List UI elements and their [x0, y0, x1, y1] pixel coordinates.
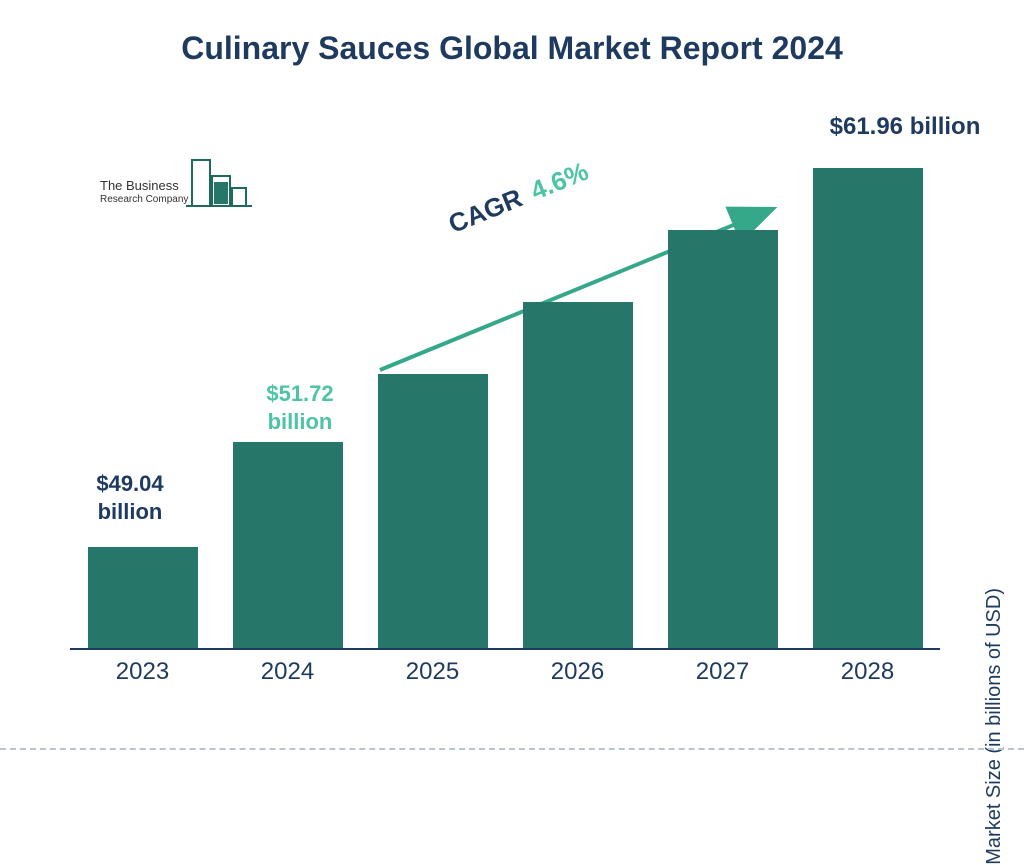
- y-axis-label: Market Size (in billions of USD): [983, 588, 1006, 865]
- bar-2024: [233, 442, 343, 648]
- x-axis-line: [70, 648, 940, 650]
- bar-2025: [378, 374, 488, 648]
- bar-rect: [668, 230, 778, 648]
- chart-area: 2023 2024 2025 2026 2027 2028: [70, 130, 940, 690]
- bar-2023: [88, 547, 198, 648]
- bar-rect: [88, 547, 198, 648]
- xlabel: 2024: [233, 652, 343, 686]
- bottom-divider: [0, 748, 1024, 750]
- bar-2027: [668, 230, 778, 648]
- xlabel: 2028: [813, 652, 923, 686]
- xlabel: 2025: [378, 652, 488, 686]
- bar-2028: [813, 168, 923, 648]
- bar-rect: [523, 302, 633, 648]
- chart-title: Culinary Sauces Global Market Report 202…: [0, 30, 1024, 67]
- xlabel: 2026: [523, 652, 633, 686]
- bar-rect: [233, 442, 343, 648]
- bar-rect: [378, 374, 488, 648]
- bars-container: [70, 168, 940, 648]
- xlabel: 2027: [668, 652, 778, 686]
- bar-2026: [523, 302, 633, 648]
- xlabel: 2023: [88, 652, 198, 686]
- bar-rect: [813, 168, 923, 648]
- x-axis-labels: 2023 2024 2025 2026 2027 2028: [70, 652, 940, 690]
